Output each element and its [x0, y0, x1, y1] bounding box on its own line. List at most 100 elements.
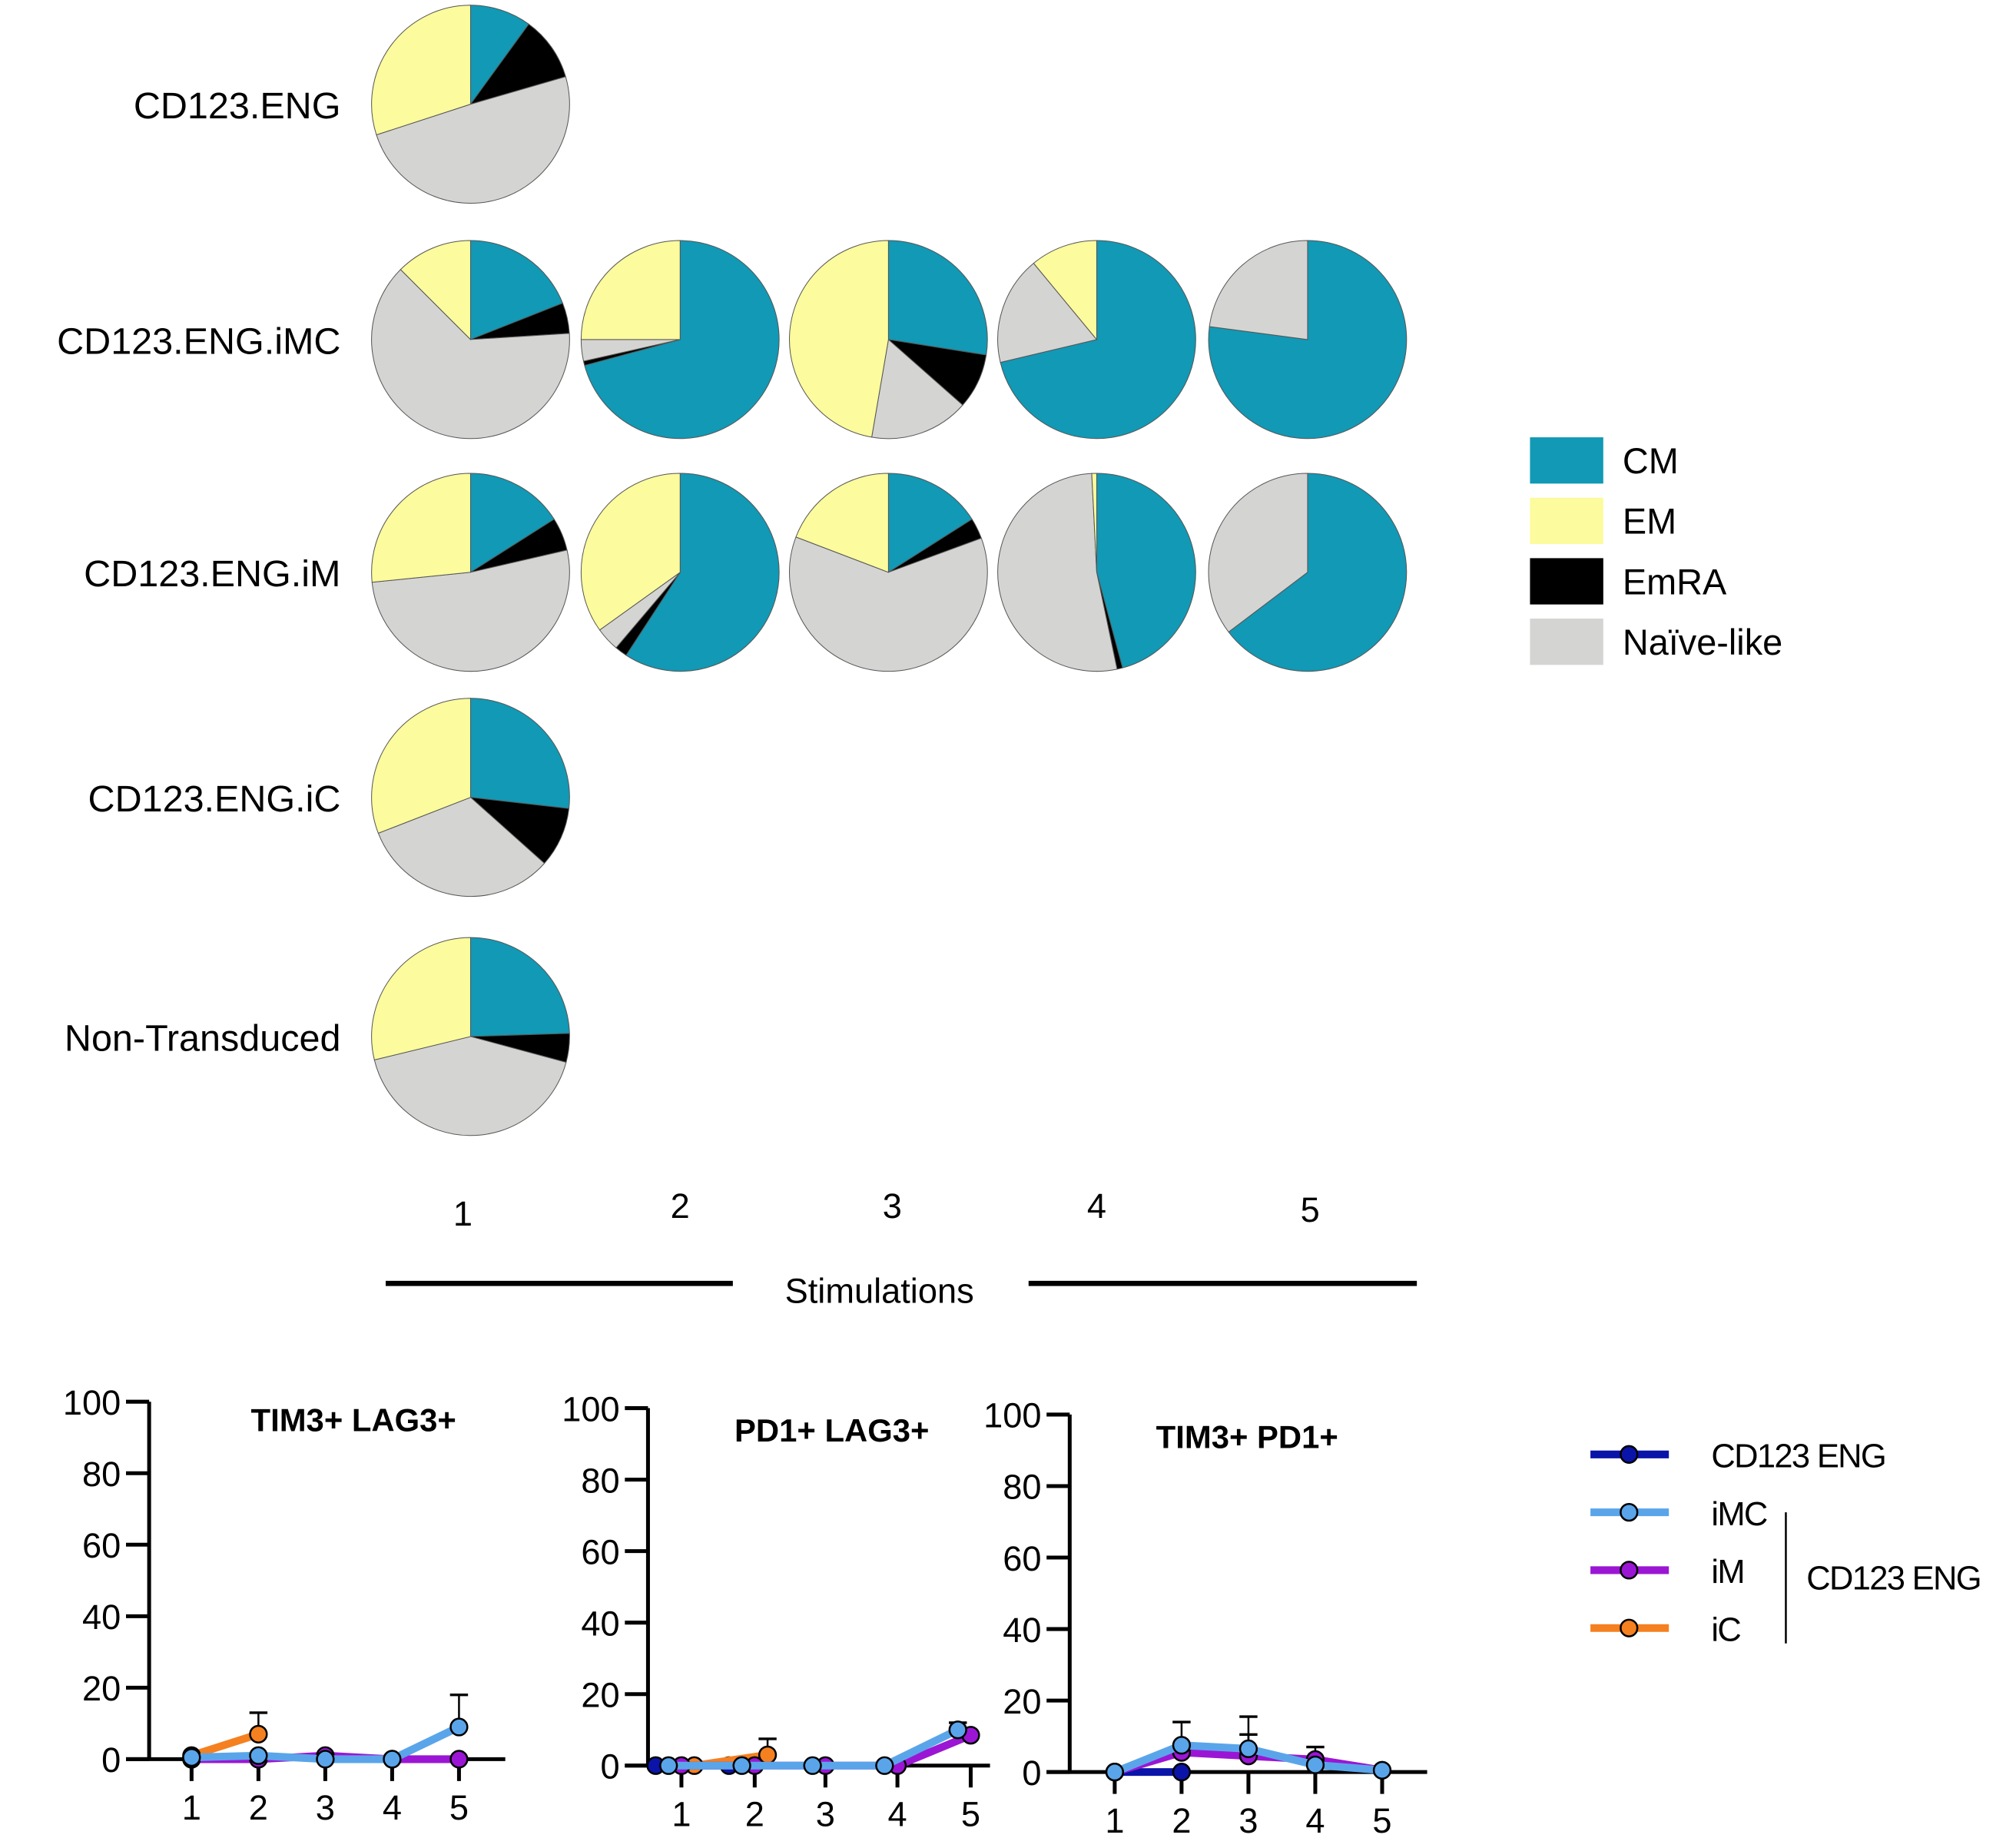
legend-swatch-cm — [1530, 437, 1603, 484]
stimulation-number-5: 5 — [1301, 1190, 1320, 1229]
pie-slice-na-ve-like — [373, 1036, 567, 1136]
y-tick-label: 0 — [600, 1747, 619, 1787]
x-tick-label: 1 — [671, 1794, 691, 1833]
y-tick-label: 80 — [1003, 1468, 1041, 1507]
pie-cd123-eng-imc-stim-4 — [997, 240, 1196, 440]
y-tick-label: 100 — [63, 1383, 121, 1422]
pie-slice-na-ve-like — [1209, 240, 1308, 340]
line-chart-tim3-pd1: 0 20 40 60 80 100 1 2 3 4 5 TIM3+ PD1+ — [983, 1396, 1427, 1840]
pie-legend: CM EM EmRA Naïve-like — [1530, 437, 1782, 665]
pie-slice-na-ve-like — [1208, 473, 1308, 633]
y-tick-label: 0 — [101, 1740, 121, 1780]
line-legend-label-cd123-eng: CD123 ENG — [1711, 1438, 1885, 1475]
pie-cd123-eng-imc-stim-3 — [789, 240, 988, 440]
line-chart-pd1-lag3: 0 20 40 60 80 100 1 2 3 4 5 PD1+ LAG3+ — [562, 1389, 990, 1833]
chart-title: TIM3+ PD1+ — [1156, 1418, 1338, 1455]
pie-slice-emra — [469, 796, 570, 864]
y-tick-label: 100 — [983, 1396, 1041, 1435]
line-legend-marker-dot-cd123-eng — [1620, 1445, 1639, 1464]
row-label-non-transduced: Non-Transduced — [65, 1017, 341, 1059]
y-tick-label: 20 — [1003, 1682, 1041, 1721]
x-tick-label: 3 — [816, 1794, 835, 1833]
line-chart-tim3-lag3: 0 20 40 60 80 100 1 2 3 4 5 TIM3+ LAG3+ — [63, 1383, 506, 1827]
stimulations-axis: Stimulations — [386, 1271, 1418, 1310]
data-point — [803, 1756, 822, 1775]
pie-slice-cm — [469, 5, 529, 106]
pie-slice-cm — [1096, 473, 1196, 669]
pie-slice-emra — [469, 23, 566, 105]
row-label-cd123-eng-im: CD123.ENG.iM — [84, 553, 340, 595]
stimulation-number-2: 2 — [671, 1186, 690, 1226]
line-legend-marker-dot-im — [1620, 1561, 1639, 1580]
pie-slice-em — [580, 240, 681, 340]
data-point — [182, 1747, 201, 1767]
stimulations-label: Stimulations — [785, 1271, 974, 1310]
series-line — [190, 1730, 260, 1760]
pie-cd123-eng-imc-stim-2 — [580, 240, 780, 440]
x-tick-label: 2 — [1172, 1801, 1191, 1840]
pie-cd123-eng-imc-stim-1 — [371, 240, 570, 440]
y-tick-label: 20 — [82, 1669, 121, 1708]
pie-cd123-eng-imc-stim-5 — [1208, 240, 1408, 440]
line-legend-label-im: iM — [1711, 1554, 1744, 1591]
series-imc — [182, 1694, 469, 1769]
legend-label-cm: CM — [1623, 441, 1679, 481]
x-tick-label: 5 — [449, 1788, 469, 1827]
pie-slice-em — [371, 473, 471, 583]
pie-cd123-eng-im-stim-4 — [997, 473, 1196, 672]
y-tick-label: 60 — [1003, 1539, 1041, 1578]
pie-cd123-eng-im-stim-2 — [580, 473, 780, 672]
stimulation-number-1: 1 — [453, 1194, 472, 1233]
pie-slice-na-ve-like — [376, 76, 570, 204]
pie-section: CD123.ENG CD123.ENG.iMC CD123.ENG.iM CD123.… — [57, 5, 1408, 1233]
pie-slice-cm — [887, 240, 988, 356]
x-tick-label: 4 — [888, 1794, 907, 1833]
row-label-cd123-eng: CD123.ENG — [134, 85, 341, 127]
pie-slice-cm — [469, 698, 570, 809]
data-point — [659, 1756, 678, 1775]
y-tick-label: 80 — [82, 1455, 121, 1494]
x-tick-label: 5 — [961, 1794, 980, 1833]
data-point — [316, 1750, 335, 1769]
legend-label-emra: EmRA — [1623, 562, 1727, 602]
pie-slice-cm — [625, 473, 780, 672]
pie-slice-em — [1091, 473, 1097, 572]
pie-slice-na-ve-like — [997, 473, 1118, 672]
pie-non-transduced-stim-1 — [371, 937, 570, 1136]
pie-slice-cm — [469, 240, 563, 340]
pie-slice-em — [371, 698, 471, 834]
line-legend-label-ic: iC — [1711, 1611, 1740, 1648]
data-point — [1172, 1763, 1192, 1782]
pie-slice-em — [795, 473, 889, 573]
pie-slice-cm — [1208, 240, 1408, 440]
x-tick-label: 3 — [316, 1788, 335, 1827]
line-legend-label-imc: iMC — [1711, 1496, 1767, 1533]
x-tick-label: 2 — [249, 1788, 268, 1827]
data-point — [1172, 1736, 1192, 1755]
x-tick-label: 5 — [1372, 1801, 1391, 1840]
line-legend-marker-dot-ic — [1620, 1618, 1639, 1637]
pie-slice-em — [371, 5, 471, 136]
data-point — [1105, 1763, 1125, 1782]
pie-slice-cm — [584, 240, 780, 440]
pie-slice-cm — [887, 473, 973, 573]
pie-slice-cm — [469, 473, 555, 573]
pie-cd123-eng-stim-1 — [371, 5, 570, 204]
pie-slice-na-ve-like — [997, 262, 1098, 363]
data-point — [449, 1717, 469, 1737]
data-point — [875, 1756, 894, 1775]
pie-slice-cm — [1000, 240, 1196, 440]
legend-swatch-em — [1530, 497, 1603, 544]
pie-slice-na-ve-like — [871, 338, 963, 440]
pie-slice-em — [400, 240, 471, 341]
pie-cd123-eng-im-stim-5 — [1208, 473, 1408, 672]
pie-slice-na-ve-like — [371, 549, 570, 672]
stimulation-number-4: 4 — [1087, 1186, 1106, 1226]
line-legend-group-label: CD123 ENG — [1806, 1561, 1981, 1598]
data-point — [1305, 1755, 1325, 1774]
y-tick-label: 40 — [1003, 1611, 1041, 1650]
pie-slice-em — [1033, 240, 1097, 341]
pie-cd123-eng-im-stim-1 — [371, 473, 570, 672]
data-point — [948, 1720, 967, 1740]
